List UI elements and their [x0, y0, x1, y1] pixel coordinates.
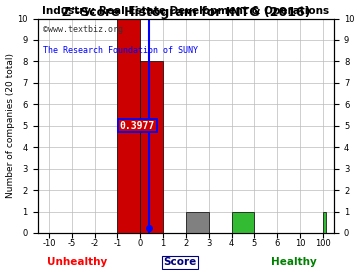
- Text: Healthy: Healthy: [271, 257, 317, 267]
- Bar: [140, 62, 163, 233]
- Text: Industry: Real Estate Development & Operations: Industry: Real Estate Development & Oper…: [42, 6, 329, 16]
- Y-axis label: Number of companies (20 total): Number of companies (20 total): [5, 53, 14, 198]
- Text: ©www.textbiz.org: ©www.textbiz.org: [44, 25, 123, 34]
- Title: Z'-Score Histogram for INTG (2016): Z'-Score Histogram for INTG (2016): [62, 6, 310, 19]
- Text: The Research Foundation of SUNY: The Research Foundation of SUNY: [44, 46, 198, 55]
- Text: Score: Score: [163, 257, 197, 267]
- Text: Unhealthy: Unhealthy: [47, 257, 107, 267]
- Text: 0.3977: 0.3977: [120, 121, 155, 131]
- Bar: [117, 19, 140, 233]
- Bar: [231, 212, 255, 233]
- Bar: [186, 212, 209, 233]
- Bar: [323, 212, 326, 233]
